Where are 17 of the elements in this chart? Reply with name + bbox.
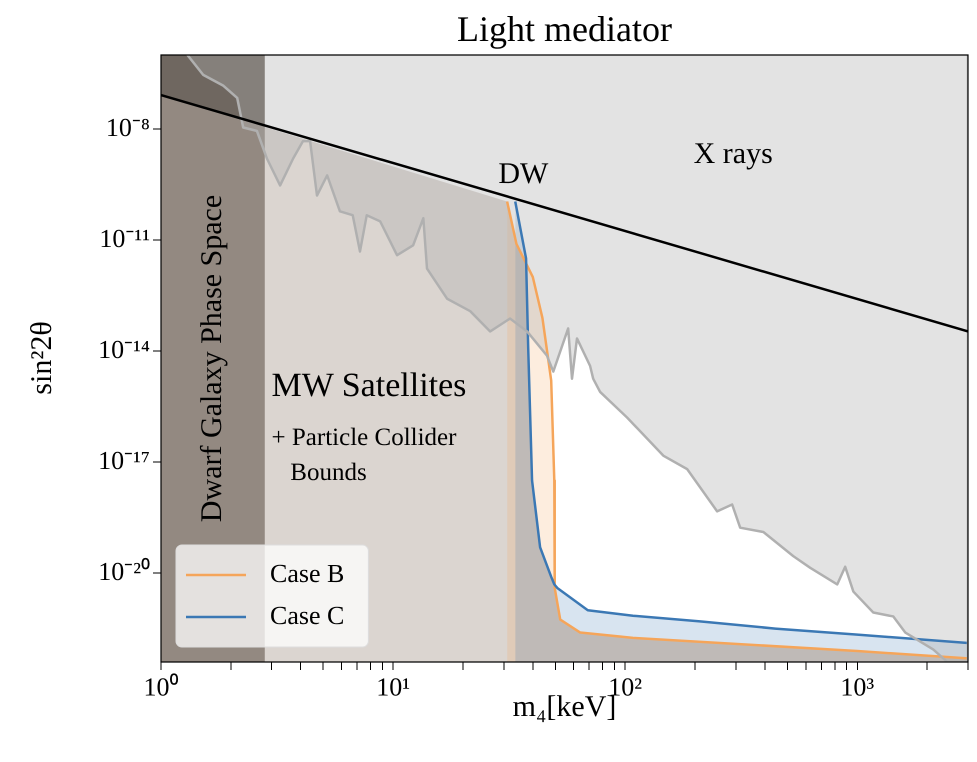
annotation: MW Satellites	[272, 366, 466, 404]
x-tick-label: 10¹	[376, 672, 410, 702]
x-tick-label: 10³	[840, 672, 874, 702]
annotation: + Particle Collider Bounds	[272, 424, 458, 486]
x-tick-label: 10⁰	[144, 672, 178, 702]
annotation: X rays	[694, 137, 773, 170]
band-label: Dwarf Galaxy Phase Space	[194, 194, 228, 522]
annotation: DW	[498, 157, 549, 190]
y-tick-label: 10⁻¹⁷	[98, 446, 150, 476]
y-axis-title: sin²2θ	[25, 321, 59, 395]
y-tick-label: 10⁻¹⁴	[98, 334, 150, 364]
legend-label: Case C	[270, 600, 344, 630]
y-tick-label: 10⁻²⁰	[98, 557, 150, 586]
chart-title: Light mediator	[456, 8, 673, 50]
y-tick-label: 10⁻¹¹	[99, 224, 150, 253]
legend-label: Case B	[270, 558, 344, 588]
y-tick-label: 10⁻⁸	[106, 112, 150, 142]
